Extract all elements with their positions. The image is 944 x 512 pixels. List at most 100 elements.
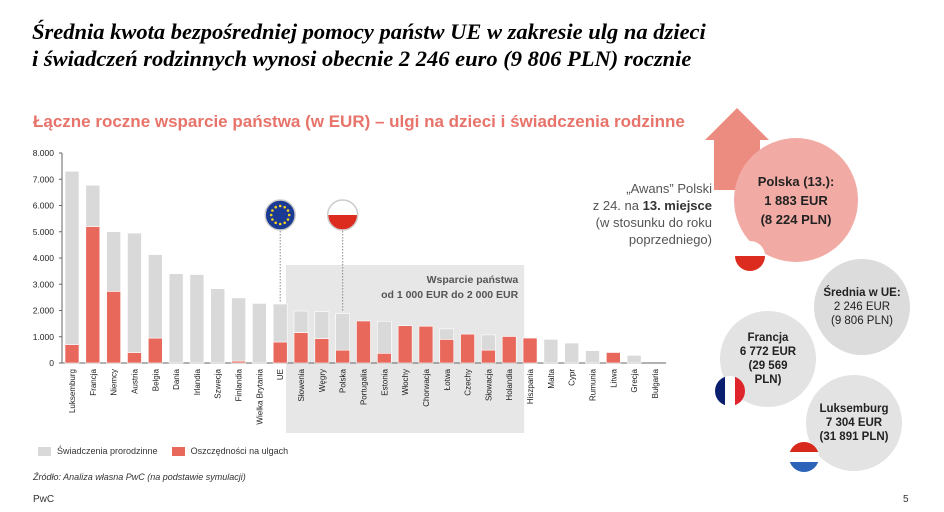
luksemburg-bubble-eur: 7 304 EUR	[825, 417, 883, 429]
x-tick-label: Łotwa	[443, 368, 452, 390]
eu-star	[274, 205, 278, 209]
y-tick-label: 1.000	[33, 332, 55, 342]
footer-brand: PwC	[33, 494, 55, 505]
bar-gray	[626, 355, 642, 364]
x-tick-label: Węgry	[318, 369, 327, 392]
y-tick-label: 4.000	[33, 253, 55, 263]
x-tick-label: Wielka Brytania	[255, 368, 264, 424]
bar-gray	[189, 274, 205, 364]
bar-red	[501, 336, 517, 364]
y-tick-label: 0	[49, 358, 54, 368]
x-tick-label: Malta	[547, 368, 556, 388]
bar-gray	[168, 273, 184, 364]
bar-red	[376, 352, 392, 364]
x-tick-label: Rumunia	[589, 368, 598, 401]
x-tick-label: Grecja	[630, 368, 639, 392]
x-tick-label: Polska	[339, 368, 348, 393]
bar-gray	[376, 320, 392, 354]
x-tick-label: Niemcy	[110, 369, 119, 396]
annotation-line-1: „Awans” Polski	[626, 181, 712, 196]
polska-bubble: Polska (13.): 1 883 EUR (8 224 PLN)	[734, 138, 858, 262]
francja-bubble-pln-unit: PLN)	[754, 374, 782, 386]
flag-border	[326, 199, 359, 231]
francja-bubble-pln: (29 569	[748, 360, 788, 372]
annotation-line-4: poprzedniego)	[628, 232, 712, 247]
y-tick-label: 5.000	[33, 227, 55, 237]
y-tick-label: 3.000	[33, 279, 55, 289]
bar-gray	[481, 334, 496, 351]
x-tick-label: Portugalia	[359, 368, 368, 405]
eu-star	[283, 221, 287, 225]
promotion-annotation: „Awans” Polski z 24. na 13. miejsce (w s…	[590, 180, 712, 248]
srednia-bubble-pln: (9 806 PLN)	[830, 315, 893, 327]
polska-bubble-pln: (8 224 PLN)	[760, 211, 832, 227]
bar-red	[439, 339, 455, 364]
polska-bubble-eur: 1 883 EUR	[764, 192, 828, 208]
bar-gray	[210, 288, 226, 364]
x-tick-label: Dania	[172, 368, 181, 389]
bar-red	[606, 352, 621, 364]
srednia-bubble-name: Średnia w UE:	[823, 287, 901, 299]
annotation-line-2a: z 24. na	[592, 198, 643, 213]
x-tick-label: Słowenia	[297, 368, 306, 401]
luksemburg-bubble-name: Luksemburg	[819, 403, 889, 415]
x-tick-label: Szwecja	[214, 368, 223, 398]
francja-bubble: Francja 6 772 EUR (29 569 PLN)	[720, 311, 816, 407]
eu-star	[278, 222, 282, 226]
x-tick-label: Bułgaria	[651, 368, 660, 398]
x-tick-label: Słowacja	[484, 368, 493, 401]
x-tick-label: Luksemburg	[68, 369, 77, 413]
srednia-bubble: Średnia w UE: 2 246 EUR (9 806 PLN)	[814, 259, 910, 355]
bar-red	[127, 352, 142, 364]
bar-red	[481, 349, 496, 364]
bar-red	[106, 291, 121, 364]
bar-gray	[335, 313, 350, 351]
x-tick-label: Holandia	[505, 368, 514, 400]
y-tick-label: 7.000	[33, 174, 55, 184]
bar-gray	[231, 297, 246, 362]
x-tick-label: Włochy	[401, 369, 410, 395]
legend-swatch-gray	[38, 446, 51, 456]
eu-flag-icon	[264, 199, 296, 231]
highlight-label-2: od 1 000 EUR do 2 000 EUR	[381, 289, 519, 301]
x-tick-label: Estonia	[380, 368, 389, 395]
page-title: Średnia kwota bezpośredniej pomocy państ…	[32, 18, 706, 72]
eu-flag-disc	[264, 199, 296, 231]
bar-gray	[147, 254, 163, 339]
poland-flag-fill	[327, 200, 358, 230]
eu-star	[278, 204, 282, 208]
bar-gray	[314, 311, 330, 339]
bar-gray	[543, 339, 559, 364]
title-line-1: Średnia kwota bezpośredniej pomocy państ…	[32, 19, 706, 44]
y-tick-label: 6.000	[33, 201, 55, 211]
bar-red	[64, 344, 80, 364]
flag-red	[327, 215, 358, 230]
luksemburg-bubble-pln: (31 891 PLN)	[819, 431, 889, 443]
eu-star	[269, 213, 273, 217]
eu-star	[271, 209, 274, 212]
chart-legend: Świadczenia prorodzinne Oszczędności na …	[38, 446, 288, 456]
annotation-line-3: (w stosunku do roku	[595, 215, 712, 230]
bar-gray	[585, 350, 600, 364]
x-tick-label: Hiszpania	[526, 368, 535, 404]
chart-title: Łączne roczne wsparcie państwa (w EUR) –…	[33, 112, 685, 131]
annotation-line-2: z 24. na 13. miejsce	[590, 197, 712, 214]
poland-flag-icon	[326, 199, 359, 231]
bar-gray	[439, 328, 455, 340]
srednia-bubble-eur: 2 246 EUR	[833, 301, 891, 313]
bar-red	[293, 332, 309, 364]
eu-star	[271, 218, 274, 221]
bar-gray	[293, 310, 309, 333]
x-tick-label: Cypr	[568, 369, 577, 386]
x-tick-label: Chorwacja	[422, 368, 431, 406]
title-line-2: i świadczeń rodzinnych wynosi obecnie 2 …	[32, 46, 692, 71]
bar-gray	[64, 170, 80, 345]
page-number: 5	[903, 494, 909, 505]
luksemburg-bubble: Luksemburg 7 304 EUR (31 891 PLN)	[806, 375, 902, 471]
bar-gray	[106, 231, 121, 292]
x-tick-label: UE	[276, 369, 285, 380]
flag-white	[327, 200, 358, 215]
x-tick-label: Belgia	[151, 368, 160, 391]
legend-label-gray: Świadczenia prorodzinne	[57, 446, 158, 456]
